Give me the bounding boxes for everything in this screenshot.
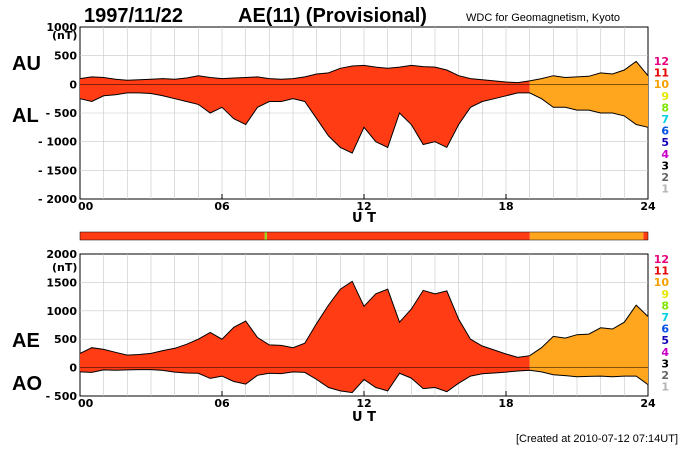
side-label-ao: AO <box>12 373 42 395</box>
legend-item-1: 1 <box>661 381 669 394</box>
legend-item-1: 1 <box>661 183 669 196</box>
y-tick-label: 1000 <box>46 21 77 34</box>
y-tick-label: 0 <box>69 362 77 375</box>
y-tick-label: - 500 <box>46 390 78 403</box>
x-tick-label: 06 <box>214 397 230 410</box>
side-label-ae: AE <box>12 330 40 352</box>
legend-item-10: 10 <box>654 276 670 289</box>
x-tick-label: 24 <box>640 200 656 213</box>
y-tick-label: 2000 <box>46 248 77 261</box>
x-axis-label: U T <box>352 211 376 226</box>
legend-item-9: 9 <box>661 288 669 301</box>
legend-item-4: 4 <box>661 346 669 359</box>
y-tick-labels: 1000 500 0 - 500 - 1000 - 1500 - 2000 <box>38 21 77 206</box>
station-bar-segment <box>80 232 265 240</box>
bar-frame <box>79 231 649 241</box>
station-bar-segment <box>266 232 530 240</box>
legend-item-6: 6 <box>661 323 669 336</box>
side-label-al: AL <box>12 105 39 127</box>
legend-item-7: 7 <box>661 311 669 324</box>
station-count-bar <box>79 231 649 241</box>
x-tick-labels: 00 06 12 18 24 <box>78 200 656 213</box>
y-tick-label: 1500 <box>46 276 77 289</box>
station-bar-segment <box>643 232 648 240</box>
legend-item-11: 11 <box>654 67 669 80</box>
legend-item-8: 8 <box>661 101 669 114</box>
x-tick-label: 12 <box>356 397 371 410</box>
y-tick-label: 1000 <box>46 305 77 318</box>
x-tick-label: 00 <box>78 200 94 213</box>
legend-item-12: 12 <box>654 253 669 266</box>
y-unit-label: (nT) <box>52 29 77 42</box>
series-line-au <box>79 60 649 84</box>
chart-date: 1997/11/22 <box>84 5 183 27</box>
created-timestamp: [Created at 2010-07-12 07:14UT] <box>516 433 678 445</box>
side-label-au: AU <box>12 53 41 75</box>
legend-item-3: 3 <box>661 159 669 172</box>
x-tick-label: 00 <box>78 397 94 410</box>
y-tick-label: - 1000 <box>38 136 77 149</box>
source-label: WDC for Geomagnetism, Kyoto <box>466 12 620 24</box>
x-axis-label: U T <box>352 410 376 425</box>
legend-item-11: 11 <box>654 265 669 278</box>
x-tick-label: 24 <box>640 397 656 410</box>
legend-item-6: 6 <box>661 125 669 138</box>
legend-item-12: 12 <box>654 55 669 68</box>
y-tick-label: 500 <box>54 333 77 346</box>
y-tick-label: - 2000 <box>38 193 77 206</box>
series-line-al <box>79 92 649 154</box>
legend-item-10: 10 <box>654 78 670 91</box>
legend-item-5: 5 <box>661 136 669 149</box>
series-line-ae <box>79 280 649 358</box>
legend-item-9: 9 <box>661 90 669 103</box>
y-tick-label: 0 <box>69 78 77 91</box>
legend-item-7: 7 <box>661 113 669 126</box>
x-tick-label: 06 <box>214 200 230 213</box>
x-tick-label: 18 <box>498 200 513 213</box>
x-tick-labels: 00 06 12 18 24 <box>78 397 656 410</box>
x-tick-label: 18 <box>498 397 513 410</box>
y-tick-label: 500 <box>54 50 77 63</box>
y-tick-label: - 1500 <box>38 164 77 177</box>
legend-item-5: 5 <box>661 334 669 347</box>
station-bar-segment <box>529 232 644 240</box>
y-tick-label: - 500 <box>46 107 78 120</box>
station-bar-segment <box>264 232 267 240</box>
legend-item-8: 8 <box>661 299 669 312</box>
legend-item-3: 3 <box>661 357 669 370</box>
legend-item-4: 4 <box>661 148 669 161</box>
chart-title: AE(11) (Provisional) <box>238 5 427 27</box>
series-line-ao <box>79 369 649 394</box>
area-fill-segment <box>529 281 648 393</box>
legend-item-2: 2 <box>661 171 669 184</box>
y-tick-labels: 2000 1500 1000 500 0 - 500 <box>46 248 78 403</box>
x-tick-label: 12 <box>356 200 371 213</box>
y-unit-label: (nT) <box>52 261 77 274</box>
legend-item-2: 2 <box>661 369 669 382</box>
